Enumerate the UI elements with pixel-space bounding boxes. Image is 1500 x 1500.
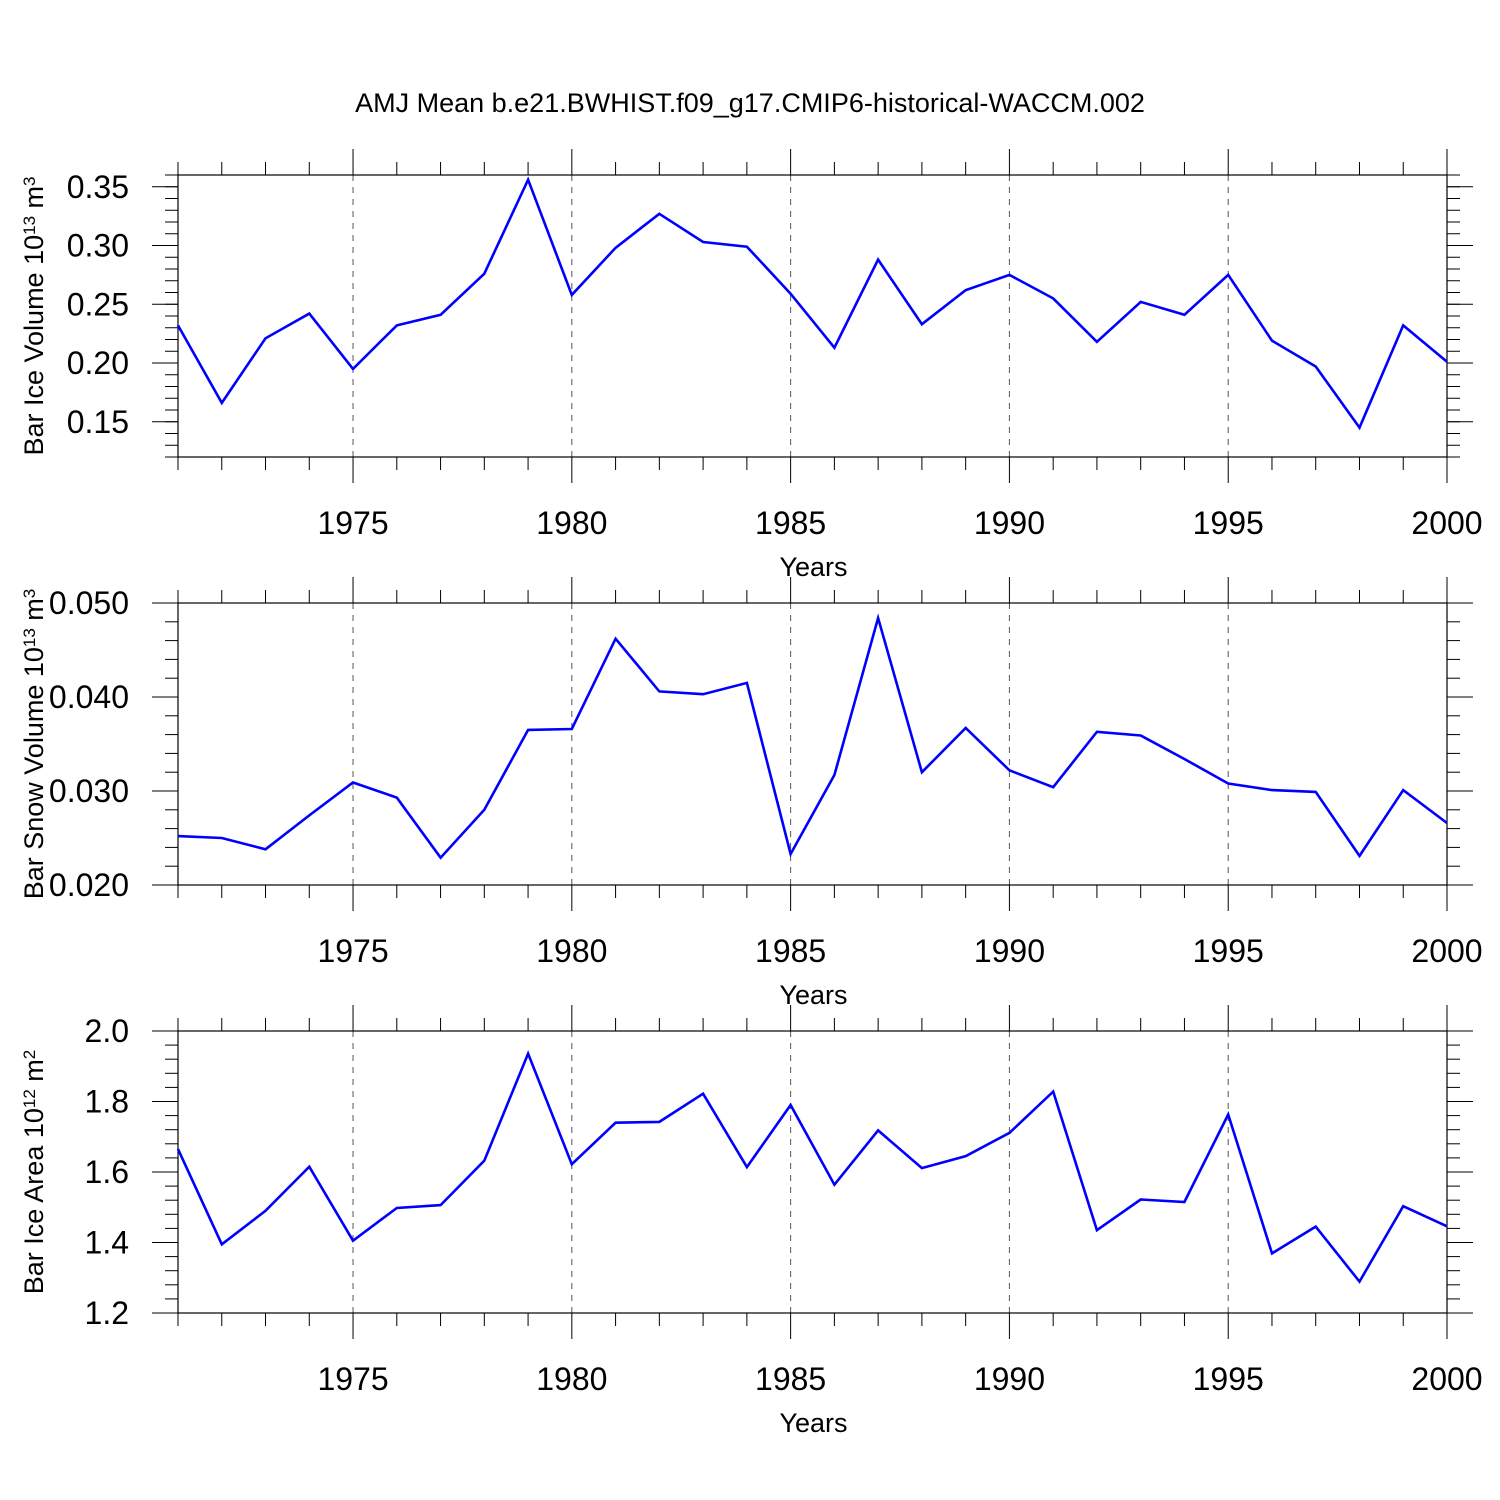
y-axis-label-unit-exponent: 2 (20, 1050, 39, 1059)
x-tick-label: 1975 (317, 505, 388, 541)
y-tick-label: 2.0 (85, 1013, 129, 1049)
panel-1: 0.15 0.20 0.25 0.30 0.35 1975 1980 1985 1990 1995… (19, 149, 1483, 582)
y-axis-label-exponent: 12 (20, 1089, 39, 1108)
y-tick-label: 0.30 (67, 228, 129, 264)
x-tick-label: 2000 (1411, 933, 1482, 969)
series-line (177, 613, 1448, 860)
y-tick-label: 0.040 (49, 679, 129, 715)
y-axis-label-unit: m (19, 1059, 49, 1089)
y-axis-label-exponent: 13 (20, 628, 39, 647)
x-tick-label: 1995 (1193, 1361, 1264, 1397)
series-line (176, 176, 1448, 431)
x-axis-label: Years (779, 980, 847, 1010)
x-tick-label: 1995 (1193, 505, 1264, 541)
y-axis-label-text: Bar Ice Area 10 (19, 1108, 49, 1294)
x-tick-label: 1990 (974, 933, 1045, 969)
x-tick-label: 1975 (317, 1361, 388, 1397)
y-tick-label: 0.35 (67, 169, 129, 205)
x-tick-label: 1990 (974, 1361, 1045, 1397)
x-tick-label: 1985 (755, 933, 826, 969)
y-axis-label-unit: m (19, 186, 49, 216)
x-tick-label: 2000 (1411, 1361, 1482, 1397)
y-tick-label: 1.2 (85, 1295, 129, 1331)
y-axis-label-text: Bar Snow Volume 10 (19, 647, 49, 899)
y-axis-label-unit: m (19, 598, 49, 628)
x-tick-label: 1995 (1193, 933, 1264, 969)
x-tick-label: 1980 (536, 1361, 607, 1397)
x-axis-label: Years (779, 1408, 847, 1438)
x-tick-label: 1980 (536, 505, 607, 541)
figure-title: AMJ Mean b.e21.BWHIST.f09_g17.CMIP6-hist… (355, 88, 1145, 118)
plot-frame (177, 602, 1448, 886)
y-axis-label-text: Bar Ice Volume 10 (19, 235, 49, 456)
x-tick-label: 1985 (755, 1361, 826, 1397)
y-tick-label: 0.25 (67, 286, 129, 322)
y-tick-label: 0.020 (49, 867, 129, 903)
y-axis-label: Bar Ice Area 1012 m2 (19, 1050, 49, 1295)
y-tick-label: 0.20 (67, 345, 129, 381)
y-axis-label: Bar Snow Volume 1013 m3 (19, 589, 49, 900)
y-tick-label: 1.6 (85, 1154, 129, 1190)
y-axis-label-exponent: 13 (20, 216, 39, 235)
panel-3: 1.2 1.4 1.6 1.8 2.0 1975 1980 1985 1990 1995 2000 Y… (19, 1005, 1483, 1438)
x-tick-label: 2000 (1411, 505, 1482, 541)
y-axis-label: Bar Ice Volume 1013 m3 (19, 176, 49, 455)
series-line (176, 1050, 1448, 1284)
x-tick-label: 1980 (536, 933, 607, 969)
panel-2: 0.020 0.030 0.040 0.050 1975 1980 1985 1990 1995… (19, 577, 1483, 1010)
x-tick-label: 1975 (317, 933, 388, 969)
y-axis-label-unit-exponent: 3 (20, 176, 39, 185)
y-tick-label: 0.030 (49, 773, 129, 809)
y-tick-label: 1.8 (85, 1084, 129, 1120)
y-tick-label: 1.4 (85, 1225, 129, 1261)
x-axis-label: Years (779, 552, 847, 582)
x-tick-label: 1990 (974, 505, 1045, 541)
x-tick-label: 1985 (755, 505, 826, 541)
y-axis-label-unit-exponent: 3 (20, 589, 39, 598)
panels: 0.15 0.20 0.25 0.30 0.35 1975 1980 1985 1990 1995… (19, 149, 1483, 1438)
y-tick-label: 0.15 (67, 404, 129, 440)
y-tick-label: 0.050 (49, 585, 129, 621)
plot-frame (177, 1030, 1448, 1314)
